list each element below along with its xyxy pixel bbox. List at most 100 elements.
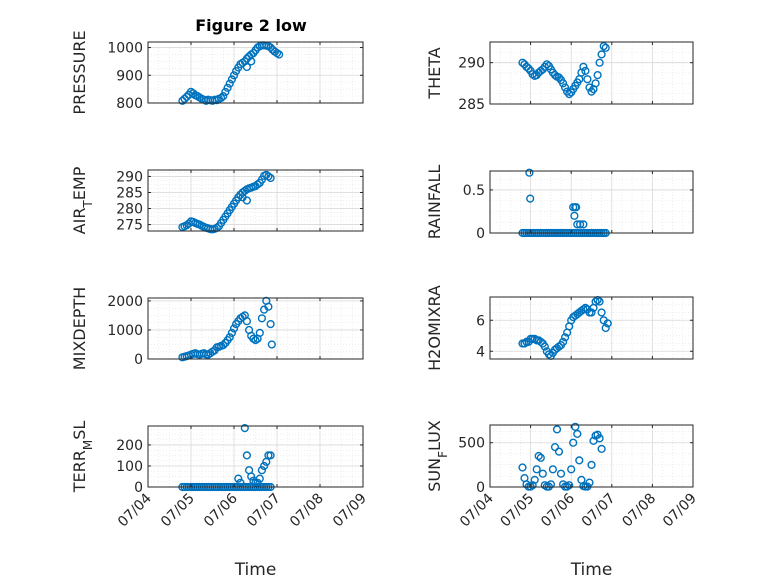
data-point [219,91,228,101]
data-point [556,469,566,478]
y-axis-label: RAINFALL [425,165,444,240]
subplot-theta: 285 290 THETA [425,41,694,113]
data-point [227,75,237,84]
x-tick-label: 07/07 [244,491,284,531]
y-tick-label: 0 [476,226,485,242]
data-point [585,83,594,92]
data-point [585,478,594,487]
data-point [595,58,604,67]
y-tick-label: 280 [116,202,143,218]
figure-title: Figure 2 low [195,16,307,35]
data-point [603,319,612,328]
y-tick-label: 1000 [107,41,143,57]
data-point [558,337,568,347]
data-point [571,203,581,212]
y-tick-label: 200 [116,438,143,454]
data-point [575,220,585,229]
data-point [587,460,596,470]
y-tick-label: 6 [476,313,485,329]
data-point [267,340,276,349]
axes-box [489,170,694,234]
data-point [229,71,239,80]
data-point [565,481,574,490]
x-tick-label: 07/08 [619,491,659,531]
y-tick-label: 0 [476,480,485,496]
data-point [546,480,556,489]
data-point [217,93,226,103]
data-point [595,297,604,306]
data-point [587,308,596,317]
data-point [599,41,608,51]
data-point [540,342,549,351]
data-point [550,70,560,80]
data-point [579,62,588,71]
data-point [552,425,562,434]
data-point [525,168,534,177]
data-point [255,328,264,338]
x-tick-label: 07/04 [457,490,497,530]
y-axis-label: MIXDEPTH [70,287,89,370]
data-point [219,341,228,350]
data-point [560,333,570,342]
data-point [221,87,230,97]
data-point [264,172,273,181]
y-tick-label: 100 [116,459,143,475]
data-point [558,79,568,88]
x-tick-label: 07/08 [287,491,327,531]
x-tick-label: 07/04 [115,490,155,530]
axes-box [147,425,364,488]
y-axis-label: TERRMSL [70,421,95,494]
data-point [530,475,539,485]
y-tick-label: 275 [116,218,143,234]
data-point [242,317,252,326]
data-point [242,196,252,205]
data-point [234,474,243,483]
data-point [532,465,541,474]
data-point [236,478,245,487]
data-point [247,57,256,66]
x-axis-label: Time [570,560,613,580]
data-point [266,451,275,460]
data-point [575,456,584,465]
data-point [223,83,232,92]
y-tick-label: 0.5 [463,183,485,199]
data-point [560,83,570,92]
y-tick-label: 290 [116,169,143,185]
data-point [266,173,275,183]
data-point [528,481,537,490]
data-point [225,333,234,342]
data-point [579,305,588,314]
data-point [538,469,547,478]
data-point [180,94,189,103]
data-point [522,62,531,71]
data-point [554,342,564,351]
subplot-sun_flux: 0 500 SUNFLUX 07/04 07/05 07/06 07/07 07/08 07/0… [425,420,700,580]
data-point [597,50,606,59]
data-point [550,443,560,452]
data-point [581,303,590,313]
data-point [601,43,610,52]
data-point [225,79,234,88]
y-tick-label: 0 [134,352,143,368]
data-point [264,302,273,311]
y-axis-label: AIRTEMP [70,166,95,234]
data-point [548,465,558,474]
data-point [544,350,554,359]
y-tick-label: 285 [458,97,485,113]
data-point [542,60,551,69]
data-point [260,461,269,471]
x-tick-label: 07/06 [538,490,578,530]
data-point [518,463,527,472]
data-point [591,79,600,88]
data-point [520,339,529,348]
data-point [583,75,592,84]
data-point [255,474,264,483]
data-point [593,70,602,80]
data-point [554,447,564,456]
data-point [182,92,191,102]
data-point [597,444,606,454]
data-point [595,434,604,443]
subplot-pressure: 800 900 1000 PRESSURE [70,30,364,115]
axes-box [489,296,694,360]
data-point [569,438,578,447]
